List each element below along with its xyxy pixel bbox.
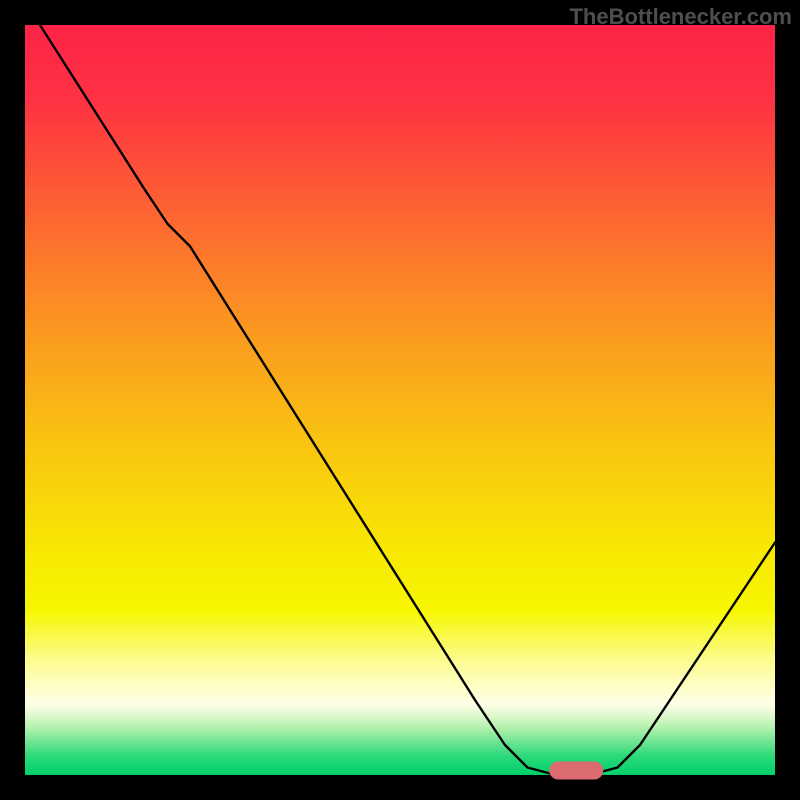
bottleneck-chart: TheBottlenecker.com <box>0 0 800 800</box>
optimal-marker <box>549 762 603 780</box>
chart-plot-background <box>25 25 775 775</box>
chart-canvas <box>0 0 800 800</box>
